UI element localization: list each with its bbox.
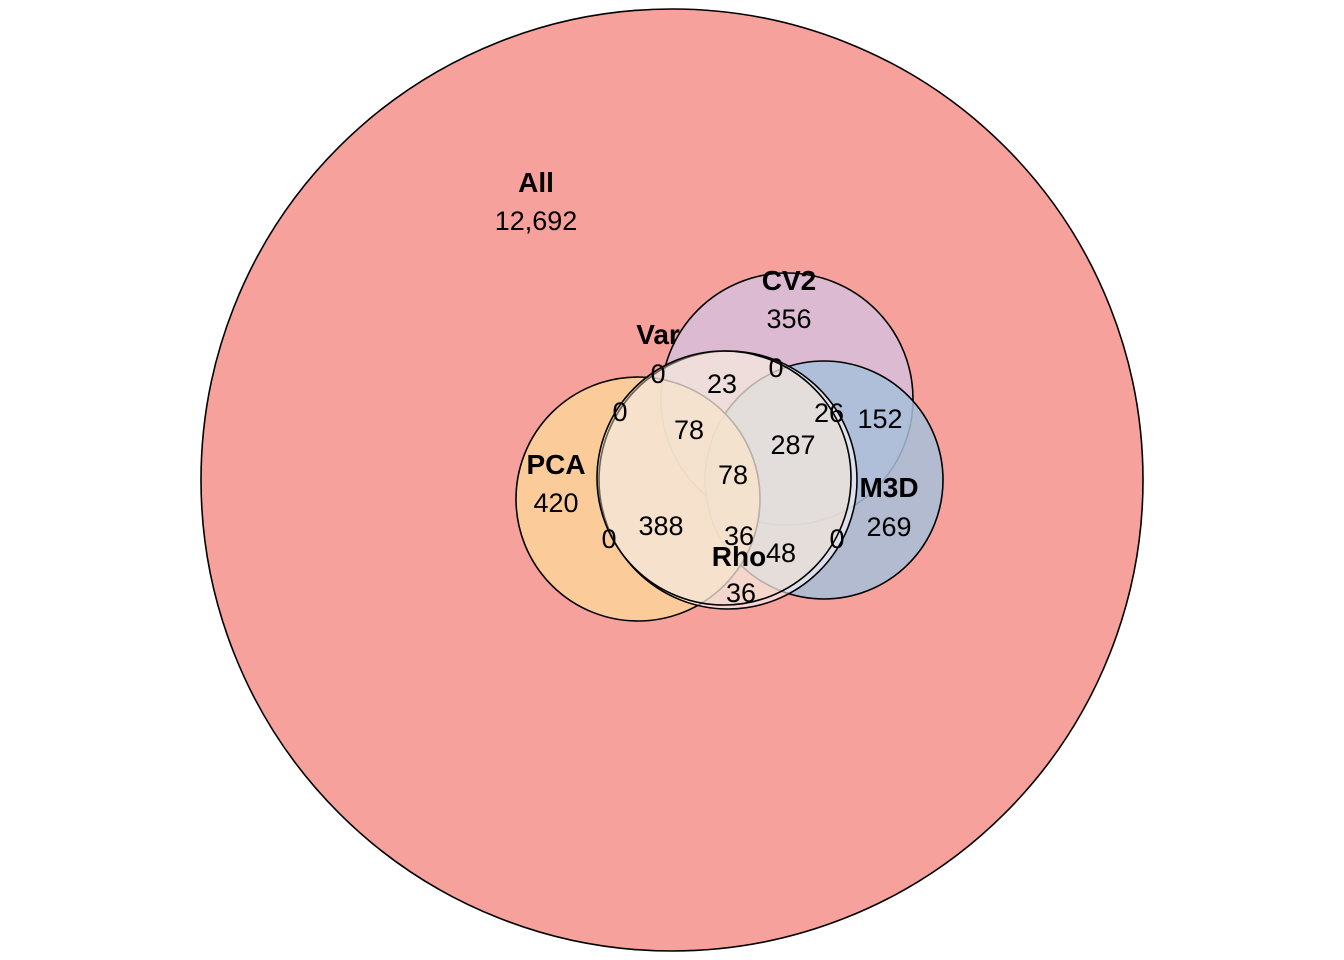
set-all-label: All [518, 167, 554, 198]
set-var-label: Var [636, 319, 680, 350]
set-m3d-count: 269 [866, 512, 911, 542]
intersection-count: 48 [766, 538, 796, 568]
set-all-count: 12,692 [495, 206, 578, 236]
intersection-count: 0 [601, 524, 616, 554]
set-rho-label: Rho [712, 541, 766, 572]
intersection-count: 287 [770, 430, 815, 460]
intersection-count: 36 [724, 521, 754, 551]
intersection-count: 78 [718, 460, 748, 490]
intersection-count: 0 [768, 353, 783, 383]
set-var-circle [596, 350, 852, 606]
set-cv2-count: 356 [766, 304, 811, 334]
set-var-count: 0 [650, 359, 665, 389]
intersection-count: 0 [612, 397, 627, 427]
set-cv2-label: CV2 [762, 265, 816, 296]
intersection-count: 23 [707, 369, 737, 399]
intersection-count: 78 [674, 415, 704, 445]
intersection-count: 26 [814, 398, 844, 428]
set-m3d-label: M3D [859, 472, 918, 503]
set-pca-count: 420 [533, 488, 578, 518]
set-rho-count: 36 [726, 578, 756, 608]
set-pca-label: PCA [526, 449, 585, 480]
intersection-count: 388 [638, 511, 683, 541]
intersection-count: 152 [857, 404, 902, 434]
intersection-count: 0 [829, 524, 844, 554]
